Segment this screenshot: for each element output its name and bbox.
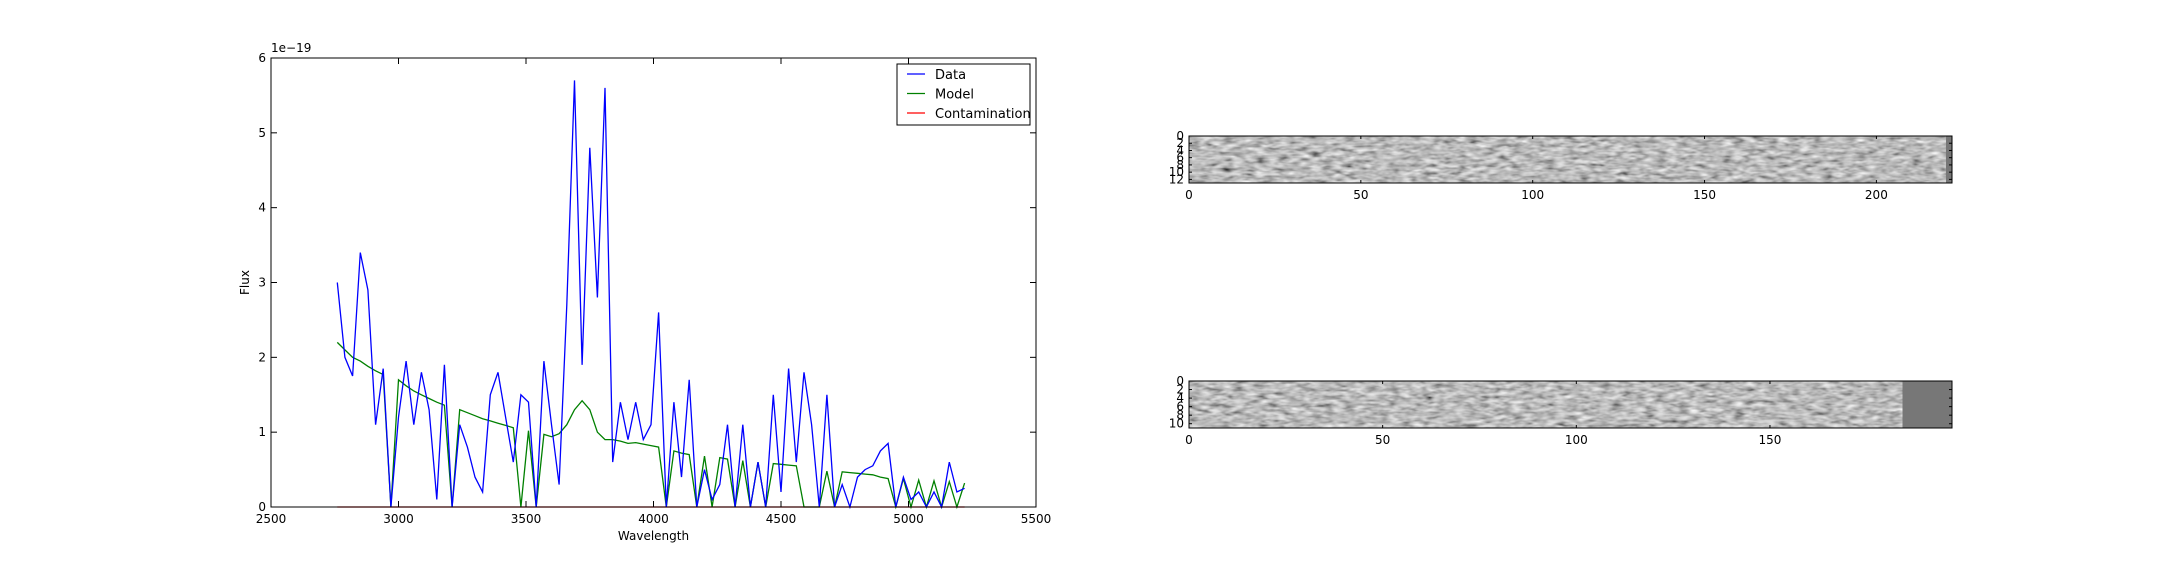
- x-tick-label: 100: [1565, 433, 1588, 447]
- offset-text: 1e−19: [271, 41, 311, 55]
- x-axis-label: Wavelength: [618, 529, 689, 543]
- x-tick-label: 2500: [256, 512, 287, 526]
- series-line: [336, 80, 965, 510]
- x-tick-label: 5000: [893, 512, 924, 526]
- y-tick-label: 8: [1176, 158, 1184, 172]
- x-tick-label: 4500: [766, 512, 797, 526]
- y-tick-label: 6: [1176, 400, 1184, 414]
- y-tick-label: 10: [1169, 165, 1184, 179]
- y-axis-label: Flux: [238, 270, 252, 295]
- x-tick-label: 150: [1693, 188, 1716, 202]
- y-tick-label: 3: [258, 276, 266, 290]
- y-tick-label: 6: [1176, 151, 1184, 165]
- legend-label: Model: [935, 88, 974, 103]
- x-tick-label: 100: [1521, 188, 1544, 202]
- y-tick-label: 4: [1176, 143, 1184, 157]
- x-tick-label: 4000: [638, 512, 669, 526]
- x-tick-label: 3000: [383, 512, 414, 526]
- y-tick-label: 4: [1176, 391, 1184, 405]
- x-tick-label: 3500: [511, 512, 542, 526]
- legend-label: Data: [935, 68, 966, 83]
- x-tick-label: 200: [1865, 188, 1888, 202]
- y-tick-label: 2: [1176, 383, 1184, 397]
- plot-area: [271, 58, 1036, 507]
- x-tick-label: 50: [1353, 188, 1368, 202]
- x-tick-label: 5500: [1021, 512, 1052, 526]
- y-tick-label: 5: [258, 126, 266, 140]
- x-tick-label: 0: [1185, 433, 1193, 447]
- x-tick-label: 150: [1759, 433, 1782, 447]
- y-tick-label: 8: [1176, 408, 1184, 422]
- y-tick-label: 6: [258, 51, 266, 65]
- y-tick-label: 0: [1176, 374, 1184, 388]
- image-pixels: [1189, 381, 1903, 428]
- legend-label: Contamination: [935, 107, 1031, 122]
- axes-frame: [1188, 135, 1953, 184]
- y-tick-label: 0: [1176, 129, 1184, 143]
- x-tick-label: 50: [1375, 433, 1390, 447]
- image-pixels: [1189, 136, 1946, 183]
- axes-frame: [1188, 380, 1953, 429]
- y-tick-label: 12: [1169, 172, 1184, 186]
- y-tick-label: 4: [258, 201, 266, 215]
- y-tick-label: 1: [258, 425, 266, 439]
- y-tick-label: 0: [258, 500, 266, 514]
- y-tick-label: 10: [1169, 417, 1184, 431]
- y-tick-label: 2: [258, 350, 266, 364]
- y-tick-label: 2: [1176, 136, 1184, 150]
- x-tick-label: 0: [1185, 188, 1193, 202]
